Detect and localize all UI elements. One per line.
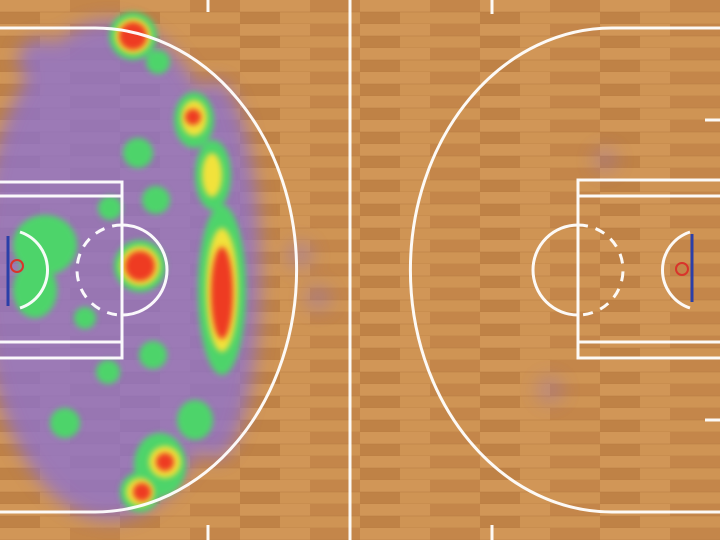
rim [10, 259, 24, 273]
rim [675, 262, 689, 276]
heat-peak [119, 22, 233, 501]
